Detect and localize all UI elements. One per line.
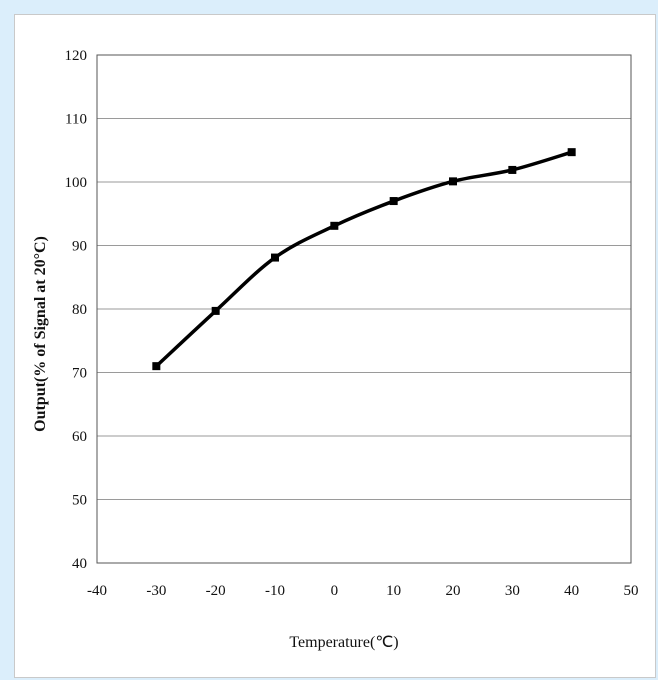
y-tick-label: 60: [72, 429, 87, 445]
y-tick-label: 80: [72, 302, 87, 318]
data-point-marker: [567, 148, 576, 157]
y-tick-label: 50: [72, 493, 87, 509]
chart-canvas: 40 50 60 70 80 90 100 110 120 -40 -30 -20 -10 0 10 20 3…: [32, 48, 639, 651]
gridlines: [97, 54, 631, 564]
x-axis-title: Temperature(℃): [289, 634, 398, 651]
plot-area-border: [96, 54, 632, 564]
data-point-marker: [152, 362, 161, 371]
x-tick-label: 0: [331, 583, 339, 599]
y-tick-labels: 40 50 60 70 80 90 100 110 120: [65, 48, 88, 572]
data-point-marker: [330, 221, 339, 230]
y-tick-label: 110: [65, 112, 87, 128]
data-point-marker: [211, 306, 220, 315]
x-tick-labels: -40 -30 -20 -10 0 10 20 30 40 50: [87, 583, 639, 599]
x-tick-label: -30: [146, 583, 166, 599]
data-point-marker: [508, 165, 517, 174]
x-tick-label: 40: [564, 583, 579, 599]
data-point-marker: [389, 197, 398, 206]
data-point-marker: [271, 253, 279, 262]
data-point-marker: [449, 177, 457, 186]
x-tick-label: -40: [87, 583, 107, 599]
y-tick-label: 90: [72, 239, 87, 255]
data-markers: [152, 148, 576, 371]
chart-frame: 40 50 60 70 80 90 100 110 120 -40 -30 -20 -10 0 10 20 3…: [14, 14, 656, 678]
y-tick-label: 40: [72, 556, 87, 572]
y-tick-label: 100: [65, 175, 88, 191]
x-tick-label: 20: [446, 583, 461, 599]
y-axis-title: Output(% of Signal at 20°C): [32, 236, 49, 432]
x-tick-label: -20: [206, 583, 226, 599]
x-tick-label: -10: [265, 583, 285, 599]
series-line: [154, 150, 574, 368]
x-tick-label: 30: [505, 583, 520, 599]
y-tick-label: 70: [72, 366, 87, 382]
x-tick-label: 50: [624, 583, 639, 599]
y-tick-label: 120: [65, 48, 88, 64]
x-tick-label: 10: [386, 583, 401, 599]
